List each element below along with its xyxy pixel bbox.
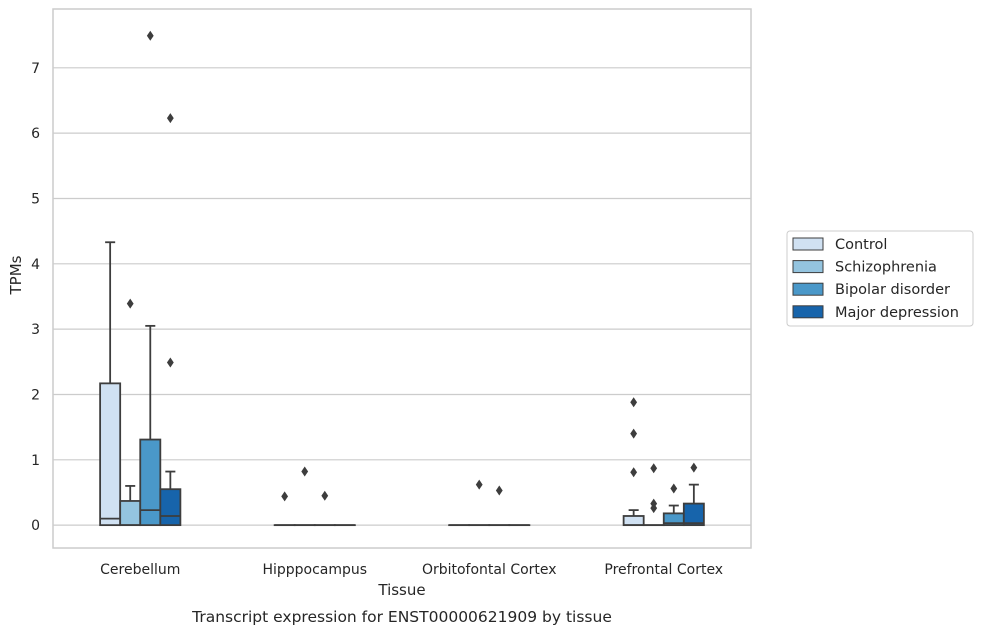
legend-label: Bipolar disorder <box>835 282 950 298</box>
plot-frame <box>52 8 752 549</box>
outlier-point <box>495 485 503 496</box>
box-iqr <box>99 382 122 527</box>
outlier-point <box>690 462 698 473</box>
outlier-point <box>630 397 638 408</box>
outlier-point <box>650 503 658 514</box>
outlier-point <box>301 466 309 477</box>
box-iqr <box>622 515 645 527</box>
outlier-point <box>630 467 638 478</box>
legend: Control Schizophrenia Bipolar disorder Majo… <box>786 230 974 327</box>
outlier-point <box>321 490 329 501</box>
legend-label: Major depression <box>835 305 959 321</box>
plot-area <box>53 9 751 548</box>
box-control <box>99 241 122 527</box>
y-axis-title: TPMs <box>7 255 25 295</box>
outlier-point <box>475 479 483 490</box>
y-tick-label: 7 <box>31 61 40 77</box>
box-major-depression <box>682 462 705 527</box>
y-tick-label: 6 <box>31 126 40 142</box>
box-major-depression <box>159 113 182 527</box>
chart-caption: Transcript expression for ENST0000062190… <box>191 608 612 626</box>
box-iqr <box>682 502 705 527</box>
x-tick-label: Orbitofontal Cortex <box>422 562 557 578</box>
outlier-point <box>670 483 678 494</box>
y-tick-label: 5 <box>31 191 40 207</box>
x-tick-label: Cerebellum <box>100 562 180 578</box>
x-axis-title: Tissue <box>377 581 425 599</box>
y-tick-label: 3 <box>31 322 40 338</box>
x-tick-labels: Cerebellum Hipppocampus Orbitofontal Corte… <box>100 562 723 578</box>
legend-label: Schizophrenia <box>835 260 937 276</box>
box-iqr <box>119 500 142 527</box>
legend-label: Control <box>835 237 887 253</box>
outlier-point <box>650 463 658 474</box>
box-bipolar-disorder <box>139 30 162 527</box>
y-tick-labels: 0 1 2 3 4 5 6 7 <box>31 61 40 534</box>
outlier-point <box>126 298 134 309</box>
legend-swatch <box>792 260 824 274</box>
legend-swatch <box>792 305 824 319</box>
legend-frame <box>786 230 974 327</box>
outlier-point <box>630 428 638 439</box>
y-tick-label: 4 <box>31 257 40 273</box>
box-schizophrenia <box>642 463 665 527</box>
y-tick-label: 0 <box>31 518 40 534</box>
box-iqr <box>159 488 182 527</box>
x-tick-label: Hipppocampus <box>262 562 367 578</box>
box-iqr <box>139 438 162 527</box>
boxes <box>99 30 705 527</box>
legend-swatch <box>792 237 824 251</box>
outlier-point <box>146 30 154 41</box>
outlier-point <box>166 113 174 124</box>
outlier-point <box>166 357 174 368</box>
box-control <box>622 397 645 527</box>
y-tick-label: 2 <box>31 387 40 403</box>
outlier-point <box>281 491 289 502</box>
y-tick-label: 1 <box>31 453 40 469</box>
x-tick-label: Prefrontal Cortex <box>604 562 723 578</box>
legend-swatch <box>792 282 824 296</box>
